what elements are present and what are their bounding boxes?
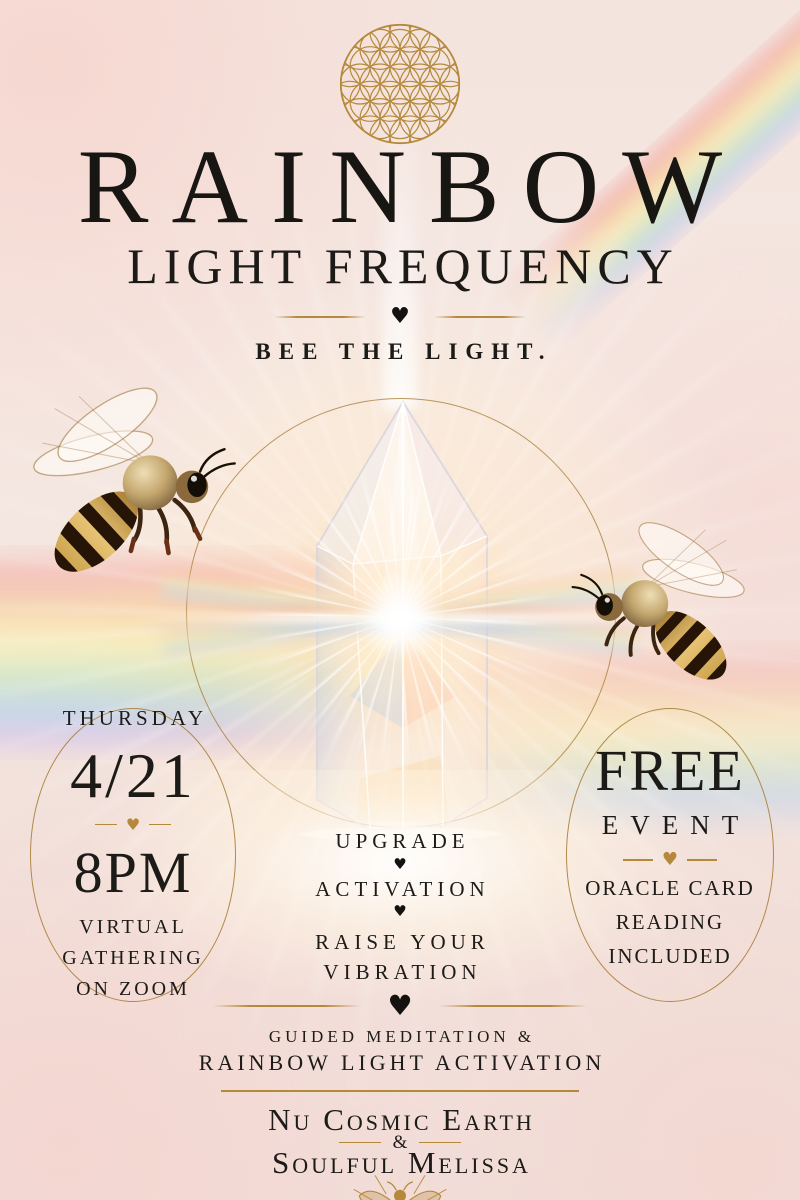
gold-heart-icon: ♥: [661, 848, 679, 870]
divider-line: [338, 1141, 381, 1144]
badge-location: VIRTUAL GATHERING ON ZOOM: [62, 912, 203, 1005]
feature-line: RAISE YOUR: [315, 930, 490, 954]
badge-detail-line: ORACLE CARD: [585, 875, 755, 900]
feature-line: VIBRATION: [323, 960, 482, 985]
header-divider: ♥: [0, 306, 800, 328]
badge-detail-line: INCLUDED: [608, 944, 732, 968]
badge-free: FREE: [595, 737, 745, 803]
flower-of-life-icon: [338, 22, 462, 146]
divider-line: [438, 1005, 587, 1007]
starburst-light: [240, 457, 560, 777]
divider-line: [622, 859, 653, 861]
honeybee-right-illustration: [556, 514, 756, 697]
divider-line: [433, 316, 526, 318]
badge-location-line: GATHERING: [62, 946, 204, 969]
footer-rule: [221, 1090, 579, 1092]
divider-line: [274, 316, 367, 318]
badge-event: EVENT: [601, 809, 751, 840]
heart-icon: ♥: [390, 304, 410, 329]
badge-divider: ♥: [622, 848, 718, 870]
host-name-1: Nu Cosmic Earth: [268, 1102, 535, 1137]
feature-upgrade: UPGRADE: [335, 829, 470, 853]
poster-title: RAINBOW: [77, 128, 746, 245]
ampersand: &: [392, 1132, 408, 1153]
badge-divider: ♥: [94, 814, 172, 834]
divider-line: [94, 823, 117, 826]
bee-emblem-icon: [326, 1168, 474, 1200]
badge-day: THURSDAY: [62, 705, 208, 730]
badge-location-line: ON ZOOM: [76, 977, 190, 1000]
badge-date: 4/21: [70, 739, 196, 811]
divider-line: [419, 1141, 462, 1144]
feature-activation: ACTIVATION: [315, 877, 490, 901]
heart-icon: ♥: [393, 902, 407, 920]
badge-detail-line: READING: [615, 909, 725, 934]
tagline: BEE THE LIGHT.: [255, 339, 553, 364]
badge-location-line: VIRTUAL: [79, 915, 187, 938]
divider-line: [213, 1005, 362, 1007]
divider-line: [687, 859, 718, 861]
free-event-badge: FREE EVENT ♥ ORACLE CARD READING INCLUDE…: [566, 708, 774, 1002]
heart-icon: ♥: [393, 855, 407, 873]
feature-raise-vibration: RAISE YOUR VIBRATION: [0, 927, 800, 988]
gold-heart-icon: ♥: [125, 814, 141, 834]
badge-details: ORACLE CARD READING INCLUDED: [585, 871, 755, 973]
poster-subtitle: LIGHT FREQUENCY: [127, 238, 679, 294]
honeybee-left-illustration: [20, 378, 254, 592]
date-badge: THURSDAY 4/21 ♥ 8PM VIRTUAL GATHERING ON…: [30, 705, 236, 1005]
footer-program-line2: RAINBOW LIGHT ACTIVATION: [198, 1050, 606, 1075]
divider-line: [149, 823, 172, 826]
badge-time: 8PM: [73, 839, 193, 905]
footer-divider: ♥: [0, 992, 800, 1020]
heart-icon: ♥: [387, 989, 413, 1022]
footer-program-line1: GUIDED MEDITATION &: [268, 1027, 536, 1046]
ampersand-divider: &: [0, 1133, 800, 1152]
host-name-2: Soulful Melissa: [272, 1145, 531, 1180]
